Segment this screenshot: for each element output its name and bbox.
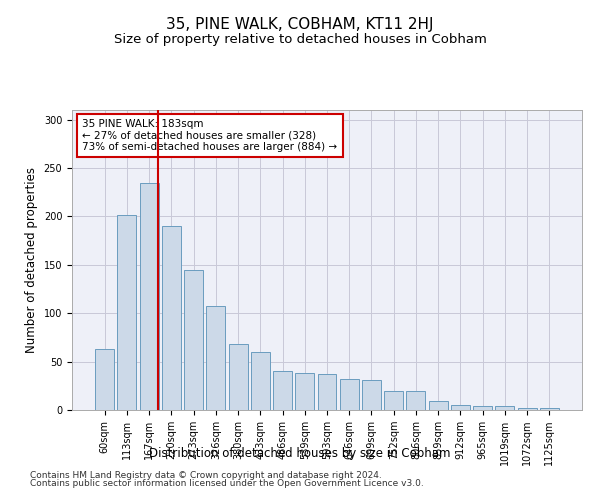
Bar (229, 344, 248, 410)
Bar (473, 406, 492, 410)
Bar (518, 408, 536, 410)
Bar (451, 405, 470, 410)
Text: Contains HM Land Registry data © Crown copyright and database right 2024.: Contains HM Land Registry data © Crown c… (30, 470, 382, 480)
Bar (162, 226, 181, 410)
Bar (295, 373, 314, 410)
Bar (317, 374, 337, 410)
Text: 35 PINE WALK: 183sqm
← 27% of detached houses are smaller (328)
73% of semi-deta: 35 PINE WALK: 183sqm ← 27% of detached h… (82, 119, 337, 152)
Bar (429, 402, 448, 410)
Bar (118, 214, 136, 410)
Text: Distribution of detached houses by size in Cobham: Distribution of detached houses by size … (149, 448, 451, 460)
Y-axis label: Number of detached properties: Number of detached properties (25, 167, 38, 353)
Bar (95, 349, 114, 410)
Bar (273, 372, 292, 410)
Bar (184, 270, 203, 410)
Bar (406, 390, 425, 410)
Bar (496, 406, 514, 410)
Bar (362, 380, 381, 410)
Bar (384, 390, 403, 410)
Bar (140, 182, 158, 410)
Text: Size of property relative to detached houses in Cobham: Size of property relative to detached ho… (113, 32, 487, 46)
Text: Contains public sector information licensed under the Open Government Licence v3: Contains public sector information licen… (30, 479, 424, 488)
Text: 35, PINE WALK, COBHAM, KT11 2HJ: 35, PINE WALK, COBHAM, KT11 2HJ (166, 18, 434, 32)
Bar (251, 352, 270, 410)
Bar (206, 306, 225, 410)
Bar (340, 379, 359, 410)
Bar (540, 408, 559, 410)
